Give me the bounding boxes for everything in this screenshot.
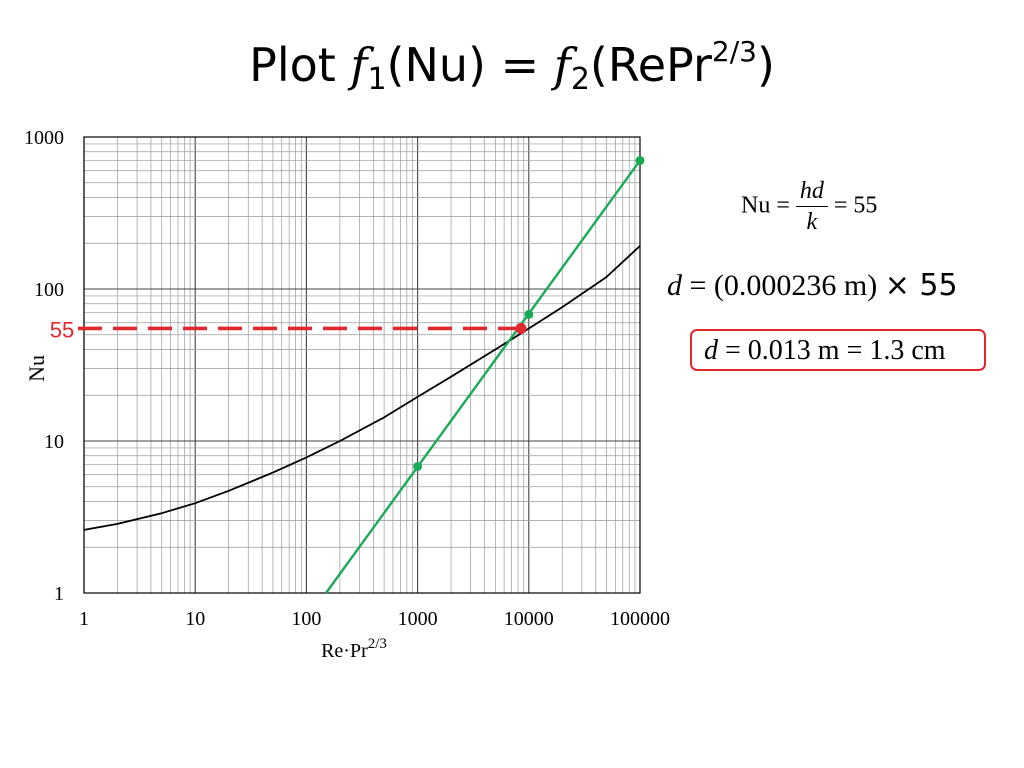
result-value: = 0.013 m = 1.3 cm [718,335,946,366]
nu-55-label: 55 [50,317,74,342]
chart-grid [83,137,640,594]
line-data-point [635,156,645,166]
slide-title: Plot f1(Nu) = f2(RePr2/3) [0,38,1024,95]
nu-rhs: = 55 [833,192,878,219]
y-axis-label: Nu [24,355,49,382]
y-tick-label: 1 [54,583,64,605]
hd-over-k-fraction: hd k [795,178,828,236]
diameter-equation: d = (0.000236 m) × 55 [667,268,958,303]
chart-series [83,156,645,594]
nusselt-correlation-curve [83,245,641,531]
plot-frame [83,136,641,594]
x-tick-label: 10 [185,608,205,630]
title-repr-part: (RePr [589,38,712,92]
result-box: d = 0.013 m = 1.3 cm [690,329,986,371]
title-sub2: 2 [570,62,590,97]
d-variable: d [667,269,682,302]
y-tick-label: 10 [44,431,64,453]
y-tick-label: 100 [34,279,64,301]
line-data-point [413,461,423,471]
y-tick-label: 1000 [24,127,64,149]
fraction-denominator: k [806,209,818,236]
line-data-point [524,309,534,319]
title-close: ) [756,38,775,92]
result-equation: d = 0.013 m = 1.3 cm [704,335,946,367]
intersection-point [515,322,527,334]
title-prefix: Plot [249,38,351,92]
title-nu-part: (Nu) = [386,38,554,92]
nu-lhs: Nu = [741,192,790,219]
title-sub1: 1 [367,62,387,97]
times-symbol: × [884,268,910,303]
x-axis-label: Re·Pr2/3 [321,636,387,662]
x-tick-label: 1 [79,608,89,630]
result-variable: d [704,335,718,366]
d-factor: 55 [909,268,958,303]
reference-layer: 55 [50,317,527,342]
nusselt-linear-line [325,159,641,594]
d-expression: = (0.000236 m) [682,269,885,302]
x-tick-label: 10000 [504,608,554,630]
nusselt-equation: Nu = hd k = 55 [741,178,877,236]
x-axis-label-exponent: 2/3 [368,636,387,652]
x-tick-label: 1000 [398,608,438,630]
x-tick-label: 100 [291,608,321,630]
title-f1: f [350,38,368,92]
fraction-numerator: hd [795,178,828,208]
title-exponent: 2/3 [711,35,757,68]
x-tick-label: 100000 [610,608,670,630]
tick-labels: 1 10 100 1000 10000 100000 1 10 100 1000 [24,127,670,630]
title-f2: f [553,38,571,92]
